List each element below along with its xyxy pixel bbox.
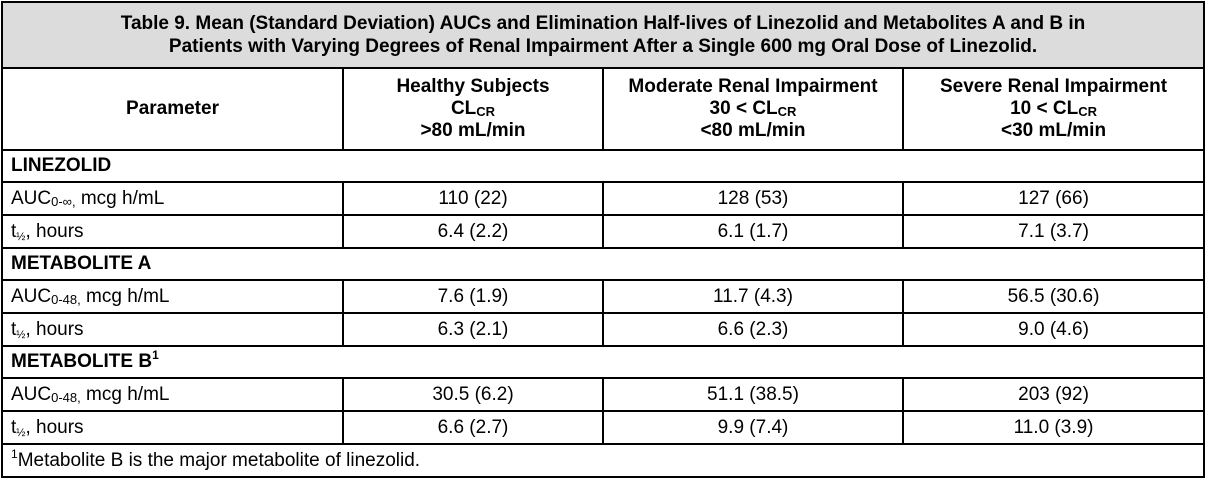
label-rest: mcg h/mL — [80, 285, 170, 307]
row-label: t½, hours — [1, 312, 344, 347]
label-sub: ½ — [16, 328, 26, 341]
label-main: AUC — [11, 285, 52, 307]
value-cell: 128 (53) — [602, 181, 904, 216]
header-healthy-title: Healthy Subjects — [396, 76, 550, 97]
label-rest: , hours — [25, 416, 84, 438]
header-severe-clcr: 10 < CLCR — [904, 98, 1203, 120]
row-label: t½, hours — [1, 410, 344, 445]
header-moderate: Moderate Renal Impairment 30 < CLCR <80 … — [602, 67, 904, 151]
row-label: AUC0-48, mcg h/mL — [1, 377, 344, 412]
footnote-mark: 1 — [11, 446, 18, 461]
section-title: METABOLITE A — [0, 247, 1205, 281]
section-title-text: METABOLITE B — [11, 351, 153, 372]
header-healthy-range: >80 mL/min — [420, 120, 526, 141]
section-title-text: METABOLITE A — [11, 253, 152, 274]
footnote: 1Metabolite B is the major metabolite of… — [0, 443, 1205, 478]
table-row: t½, hours 6.3 (2.1) 6.6 (2.3) 9.0 (4.6) — [1, 312, 1205, 347]
table-row: AUC0-48, mcg h/mL 7.6 (1.9) 11.7 (4.3) 5… — [1, 279, 1205, 314]
label-main: t — [11, 416, 17, 438]
table-row: AUC0-∞, mcg h/mL 110 (22) 128 (53) 127 (… — [1, 181, 1205, 216]
value-cell: 30.5 (6.2) — [342, 377, 604, 412]
header-healthy-clcr: CLCR — [344, 98, 602, 120]
section-title-sup: 1 — [152, 348, 159, 362]
label-sub: ½ — [16, 426, 26, 439]
value-cell: 11.0 (3.9) — [901, 410, 1205, 445]
section-title-text: LINEZOLID — [11, 155, 112, 176]
section-row-metabolite-a: METABOLITE A — [0, 247, 1205, 281]
value-cell: 110 (22) — [342, 181, 604, 216]
table-row: t½, hours 6.4 (2.2) 6.1 (1.7) 7.1 (3.7) — [1, 214, 1205, 249]
header-moderate-title: Moderate Renal Impairment — [628, 76, 878, 97]
section-row-metabolite-b: METABOLITE B1 — [0, 345, 1205, 379]
value-cell: 56.5 (30.6) — [901, 279, 1205, 314]
row-label: t½, hours — [1, 214, 344, 249]
label-main: t — [11, 318, 17, 340]
value-cell: 7.1 (3.7) — [901, 214, 1205, 249]
section-title: LINEZOLID — [0, 149, 1205, 183]
table-caption: Table 9. Mean (Standard Deviation) AUCs … — [0, 1, 1205, 69]
label-main: AUC — [11, 383, 52, 405]
table-row: t½, hours 6.6 (2.7) 9.9 (7.4) 11.0 (3.9) — [1, 410, 1205, 445]
label-main: t — [11, 220, 17, 242]
value-cell: 9.9 (7.4) — [602, 410, 904, 445]
label-main: AUC — [11, 187, 52, 209]
label-rest: , hours — [25, 318, 84, 340]
header-severe-title: Severe Renal Impairment — [940, 76, 1168, 97]
value-cell: 6.3 (2.1) — [342, 312, 604, 347]
table-row: AUC0-48, mcg h/mL 30.5 (6.2) 51.1 (38.5)… — [1, 377, 1205, 412]
header-moderate-range: <80 mL/min — [700, 120, 806, 141]
value-cell: 6.6 (2.3) — [602, 312, 904, 347]
label-sub: 0-∞, — [51, 193, 76, 209]
value-cell: 51.1 (38.5) — [602, 377, 904, 412]
footnote-row: 1Metabolite B is the major metabolite of… — [0, 443, 1205, 478]
cr-subscript: CR — [476, 104, 496, 119]
value-cell: 6.6 (2.7) — [342, 410, 604, 445]
header-row: Parameter Healthy Subjects CLCR >80 mL/m… — [1, 67, 1205, 151]
cl-text: 30 < CL — [709, 98, 778, 119]
row-label: AUC0-∞, mcg h/mL — [1, 181, 344, 216]
caption-line-2: Patients with Varying Degrees of Renal I… — [168, 36, 1038, 57]
value-cell: 6.1 (1.7) — [602, 214, 904, 249]
header-severe-range: <30 mL/min — [1000, 120, 1107, 141]
row-label: AUC0-48, mcg h/mL — [1, 279, 344, 314]
cr-subscript: CR — [777, 104, 797, 119]
header-severe: Severe Renal Impairment 10 < CLCR <30 mL… — [901, 67, 1205, 151]
header-moderate-clcr: 30 < CLCR — [604, 98, 902, 120]
label-sub: 0-48, — [51, 291, 81, 307]
section-title: METABOLITE B1 — [0, 345, 1205, 379]
cr-subscript: CR — [1078, 104, 1097, 119]
label-sub: ½ — [16, 230, 26, 243]
cl-text: CL — [450, 98, 477, 119]
value-cell: 203 (92) — [901, 377, 1205, 412]
label-rest: , hours — [25, 220, 84, 242]
value-cell: 7.6 (1.9) — [342, 279, 604, 314]
value-cell: 9.0 (4.6) — [901, 312, 1205, 347]
footnote-text: Metabolite B is the major metabolite of … — [17, 449, 421, 471]
label-rest: mcg h/mL — [80, 383, 170, 405]
section-row-linezolid: LINEZOLID — [0, 149, 1205, 183]
caption-line-1: Table 9. Mean (Standard Deviation) AUCs … — [120, 13, 1086, 34]
label-sub: 0-48, — [51, 389, 81, 405]
value-cell: 6.4 (2.2) — [342, 214, 604, 249]
header-healthy: Healthy Subjects CLCR >80 mL/min — [342, 67, 604, 151]
cl-text: 10 < CL — [1010, 98, 1079, 119]
label-rest: mcg h/mL — [75, 187, 165, 209]
value-cell: 11.7 (4.3) — [602, 279, 904, 314]
value-cell: 127 (66) — [901, 181, 1205, 216]
header-parameter: Parameter — [1, 67, 344, 151]
